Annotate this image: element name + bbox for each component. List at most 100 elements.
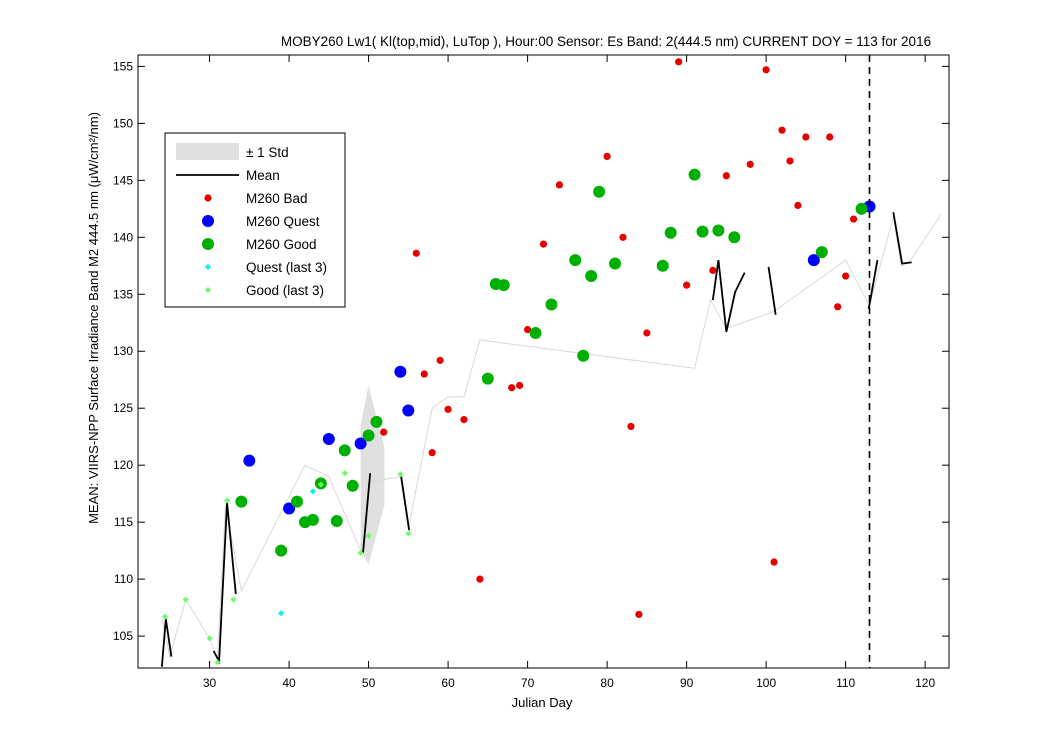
good-last3-point bbox=[182, 596, 189, 603]
good-point bbox=[577, 349, 590, 362]
quest-last3-point bbox=[278, 610, 285, 617]
legend: ± 1 Std Mean M260 Bad M260 Quest M260 Good Qu… bbox=[164, 132, 346, 308]
quest-point bbox=[283, 502, 296, 515]
bad-point bbox=[675, 58, 683, 66]
y-tick-label: 115 bbox=[114, 515, 133, 529]
mean-line-segment bbox=[711, 259, 746, 333]
good-point bbox=[529, 327, 542, 340]
plot-content bbox=[160, 58, 942, 667]
good-last3-point bbox=[162, 613, 169, 620]
good-point bbox=[593, 185, 606, 198]
legend-label-mean: Mean bbox=[246, 168, 280, 183]
y-tick-label: 155 bbox=[113, 59, 133, 73]
good-point bbox=[346, 479, 359, 492]
good-point bbox=[688, 168, 701, 181]
x-tick-label: 40 bbox=[282, 676, 296, 690]
chart-title: MOBY260 Lw1( Kl(top,mid), LuTop ), Hour:… bbox=[281, 34, 931, 49]
bad-point bbox=[826, 133, 834, 141]
bad-point bbox=[516, 381, 524, 390]
good-point bbox=[306, 513, 319, 526]
quest-last3-point bbox=[309, 488, 316, 495]
good-last3-point bbox=[365, 532, 372, 539]
good-last3-point bbox=[357, 549, 364, 556]
legend-quest-last3-swatch bbox=[205, 264, 211, 270]
legend-label-bad: M260 Bad bbox=[246, 191, 308, 206]
y-axis: 105 110 115 120 125 130 135 140 145 150 155 bbox=[113, 59, 949, 643]
legend-good-swatch bbox=[202, 238, 214, 250]
good-point bbox=[481, 372, 494, 385]
y-tick-label: 110 bbox=[114, 572, 133, 586]
trend-line bbox=[161, 214, 942, 660]
y-tick-label: 140 bbox=[113, 230, 133, 244]
x-tick-label: 50 bbox=[362, 676, 376, 690]
bad-point bbox=[842, 272, 850, 280]
good-point bbox=[338, 444, 351, 457]
bad-point bbox=[722, 172, 730, 180]
bad-point bbox=[508, 384, 516, 392]
x-tick-label: 90 bbox=[680, 676, 694, 690]
quest-point bbox=[322, 432, 335, 445]
bad-point bbox=[635, 610, 643, 619]
x-tick-label: 100 bbox=[756, 676, 776, 690]
x-tick-label: 30 bbox=[203, 676, 217, 690]
bad-point bbox=[802, 133, 810, 141]
good-point bbox=[855, 202, 868, 215]
bad-point bbox=[627, 422, 635, 431]
bad-point bbox=[523, 325, 532, 334]
bad-point bbox=[555, 181, 564, 189]
good-point bbox=[728, 231, 741, 244]
good-point bbox=[696, 225, 709, 238]
quest-point bbox=[354, 437, 367, 450]
y-tick-label: 105 bbox=[113, 629, 133, 643]
good-point bbox=[664, 226, 677, 239]
bad-point bbox=[709, 266, 717, 274]
bad-point bbox=[762, 66, 770, 74]
good-point bbox=[497, 279, 510, 292]
good-point bbox=[235, 495, 248, 508]
bad-point bbox=[428, 449, 436, 457]
legend-label-quest: M260 Quest bbox=[246, 214, 320, 229]
mean-line-segment bbox=[362, 473, 372, 554]
y-tick-label: 145 bbox=[113, 173, 133, 187]
legend-box bbox=[164, 132, 346, 308]
good-point bbox=[362, 429, 375, 442]
x-tick-label: 80 bbox=[600, 676, 614, 690]
bad-point bbox=[786, 157, 794, 165]
y-tick-label: 120 bbox=[113, 458, 133, 472]
mean-line-segment bbox=[212, 502, 237, 665]
good-last3-point bbox=[224, 497, 231, 504]
good-point bbox=[370, 415, 383, 428]
good-point bbox=[569, 254, 582, 267]
bad-point bbox=[412, 249, 420, 257]
good-point bbox=[585, 270, 598, 283]
y-tick-label: 125 bbox=[113, 401, 133, 415]
legend-label-quest-last3: Quest (last 3) bbox=[246, 260, 327, 275]
x-axis: 30 40 50 60 70 80 90 100 110 120 bbox=[203, 55, 935, 690]
y-tick-label: 135 bbox=[113, 287, 133, 301]
good-point bbox=[656, 259, 669, 272]
legend-label-good-last3: Good (last 3) bbox=[246, 283, 324, 298]
bad-point bbox=[683, 281, 691, 289]
good-point bbox=[291, 495, 304, 508]
y-axis-label: MEAN: VIIRS-NPP Surface Irradiance Band … bbox=[86, 112, 101, 524]
mean-line-segment bbox=[160, 618, 173, 667]
bad-point bbox=[444, 405, 452, 413]
good-last3-point bbox=[230, 596, 237, 603]
bad-point bbox=[778, 126, 786, 134]
good-last3-point bbox=[317, 481, 324, 488]
legend-label-std: ± 1 Std bbox=[246, 145, 289, 160]
bad-point bbox=[619, 233, 627, 241]
mean-line-segment bbox=[892, 212, 912, 265]
bad-point bbox=[420, 370, 428, 378]
bad-point bbox=[770, 558, 778, 566]
quest-point bbox=[394, 365, 407, 378]
legend-bad-swatch bbox=[204, 194, 212, 202]
plot-area bbox=[137, 54, 950, 669]
mean-line-segment bbox=[400, 476, 411, 531]
bad-point bbox=[460, 416, 468, 424]
bad-point bbox=[380, 428, 388, 436]
bad-point bbox=[834, 303, 842, 311]
good-point bbox=[609, 257, 622, 270]
x-tick-label: 70 bbox=[521, 676, 535, 690]
